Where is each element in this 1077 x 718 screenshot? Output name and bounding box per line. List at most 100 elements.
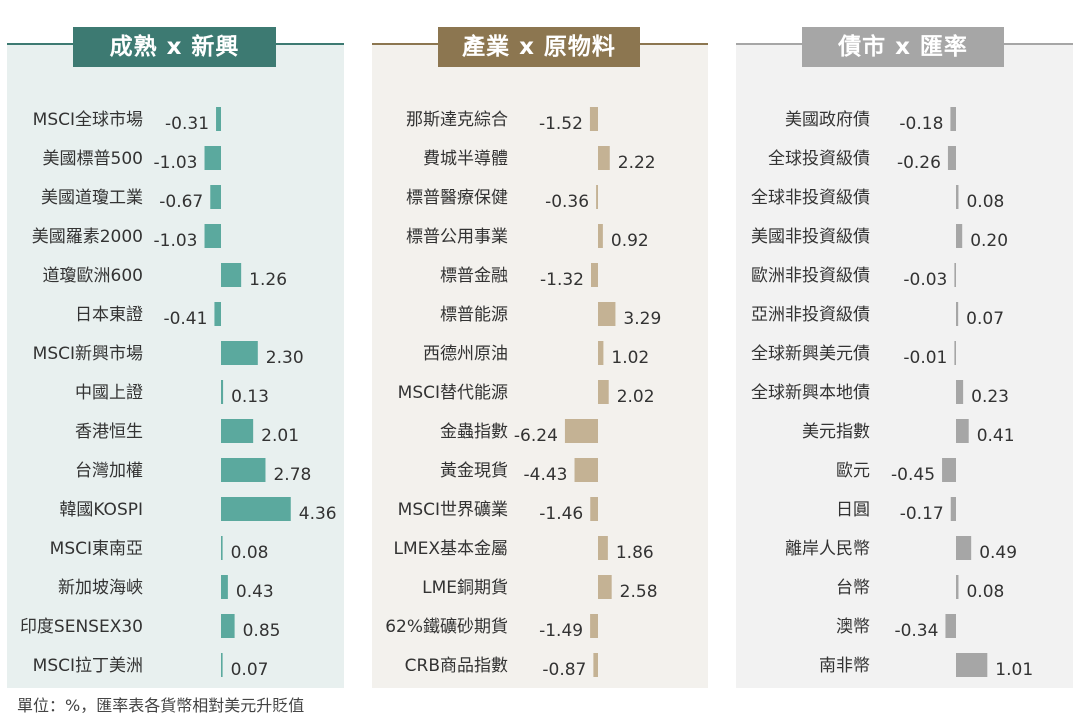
category-label: 62%鐵礦砂期貨: [385, 617, 508, 637]
bar: [591, 263, 598, 287]
value-label: 0.07: [231, 660, 269, 680]
category-label: 美國非投資級債: [751, 227, 870, 247]
value-label: 0.41: [977, 426, 1015, 446]
category-label: 美國道瓊工業: [41, 188, 143, 208]
bar: [598, 224, 603, 248]
value-label: -0.67: [159, 192, 203, 212]
category-label: 西德州原油: [423, 344, 508, 364]
category-label: 全球新興本地債: [751, 383, 870, 403]
category-label: 新加坡海峽: [58, 578, 143, 598]
bar: [221, 458, 266, 482]
category-label: 美元指數: [802, 422, 870, 442]
value-label: 0.85: [243, 621, 281, 641]
bar: [945, 614, 956, 638]
value-label: 0.23: [971, 387, 1009, 407]
category-label: 歐洲非投資級債: [751, 266, 870, 286]
category-label: 台灣加權: [75, 461, 143, 481]
value-label: 0.43: [236, 582, 274, 602]
bar: [589, 107, 598, 131]
category-label: 離岸人民幣: [785, 539, 870, 559]
category-label: 標普醫療保健: [406, 188, 508, 208]
value-label: 0.20: [970, 231, 1008, 251]
category-label: 中國上證: [75, 383, 143, 403]
value-label: -4.43: [524, 465, 568, 485]
bar: [221, 536, 223, 560]
panel-industry-commodities: 產業 x 原物料 那斯達克綜合 -1.52 費城半導體 2.22 標普醫療保健 -0.36…: [372, 27, 708, 688]
value-label: -1.52: [539, 114, 583, 134]
value-label: -0.17: [900, 504, 944, 524]
bar: [593, 653, 598, 677]
category-label: 香港恒生: [75, 422, 143, 442]
value-label: 1.86: [616, 543, 654, 563]
panel-mature-emerging: 成熟 x 新興 MSCI全球市場 -0.31 美國標普500 -1.03 美國道瓊工業 -…: [7, 27, 344, 688]
bar: [590, 614, 598, 638]
value-label: 2.78: [273, 465, 311, 485]
value-label: -0.31: [165, 114, 209, 134]
value-label: -0.45: [891, 465, 935, 485]
bar: [204, 224, 221, 248]
value-label: 2.30: [266, 348, 304, 368]
bar: [221, 497, 291, 521]
bar: [956, 653, 988, 677]
value-label: -1.03: [154, 231, 198, 251]
category-label: MSCI拉丁美洲: [33, 656, 143, 676]
bar: [956, 536, 972, 560]
value-label: 2.01: [261, 426, 299, 446]
category-label: 全球新興美元債: [751, 344, 870, 364]
value-label: 3.29: [623, 309, 661, 329]
bar-chart-mature-emerging: MSCI全球市場 -0.31 美國標普500 -1.03 美國道瓊工業 -0.67 美國羅素…: [20, 107, 337, 680]
category-label: 標普公用事業: [406, 227, 508, 247]
bar: [947, 146, 956, 170]
bar: [956, 185, 959, 209]
category-label: 日本東證: [75, 305, 143, 325]
value-label: 1.01: [995, 660, 1033, 680]
value-label: -0.34: [894, 621, 938, 641]
value-label: 0.49: [979, 543, 1017, 563]
bar: [574, 458, 598, 482]
bar: [590, 497, 598, 521]
bar: [221, 380, 224, 404]
bar: [956, 575, 959, 599]
value-label: 1.26: [249, 270, 287, 290]
category-label: 美國羅素2000: [32, 227, 143, 247]
bar-chart-bonds-fx: 美國政府債 -0.18 全球投資級債 -0.26 全球非投資級債 0.08 美國非投資級債 0…: [751, 107, 1033, 680]
bar: [598, 575, 612, 599]
value-label: 4.36: [299, 504, 337, 524]
value-label: 0.07: [966, 309, 1004, 329]
bar: [214, 302, 221, 326]
panel-title: 產業 x 原物料: [438, 27, 640, 67]
category-label: 金蟲指數: [440, 422, 508, 442]
category-label: 亞洲非投資級債: [751, 305, 870, 325]
category-label: 費城半導體: [423, 149, 508, 169]
category-label: LMEX基本金屬: [393, 539, 508, 559]
panel-title: 債市 x 匯率: [802, 27, 1004, 67]
bar: [598, 536, 608, 560]
category-label: 印度SENSEX30: [20, 617, 143, 637]
bar: [956, 224, 963, 248]
bar: [221, 263, 242, 287]
footnote: 單位：%，匯率表各貨幣相對美元升貶值: [17, 696, 305, 715]
value-label: 2.22: [618, 153, 656, 173]
bar: [956, 419, 969, 443]
bar: [221, 341, 258, 365]
value-label: -0.26: [897, 153, 941, 173]
value-label: 0.92: [611, 231, 649, 251]
bar: [598, 302, 616, 326]
category-label: 全球投資級債: [768, 149, 870, 169]
bar: [956, 302, 959, 326]
category-label: 標普金融: [440, 266, 508, 286]
value-label: -1.46: [539, 504, 583, 524]
value-label: -0.87: [542, 660, 586, 680]
bar: [956, 380, 964, 404]
bar: [954, 263, 956, 287]
category-label: 道瓊歐洲600: [43, 266, 143, 286]
value-label: -1.03: [154, 153, 198, 173]
bar: [598, 380, 609, 404]
value-label: 2.58: [620, 582, 658, 602]
panel-background: [7, 43, 344, 688]
bar: [954, 341, 956, 365]
category-label: 美國政府債: [785, 110, 870, 130]
category-label: 那斯達克綜合: [406, 110, 508, 130]
bar: [950, 497, 956, 521]
bar: [216, 107, 221, 131]
